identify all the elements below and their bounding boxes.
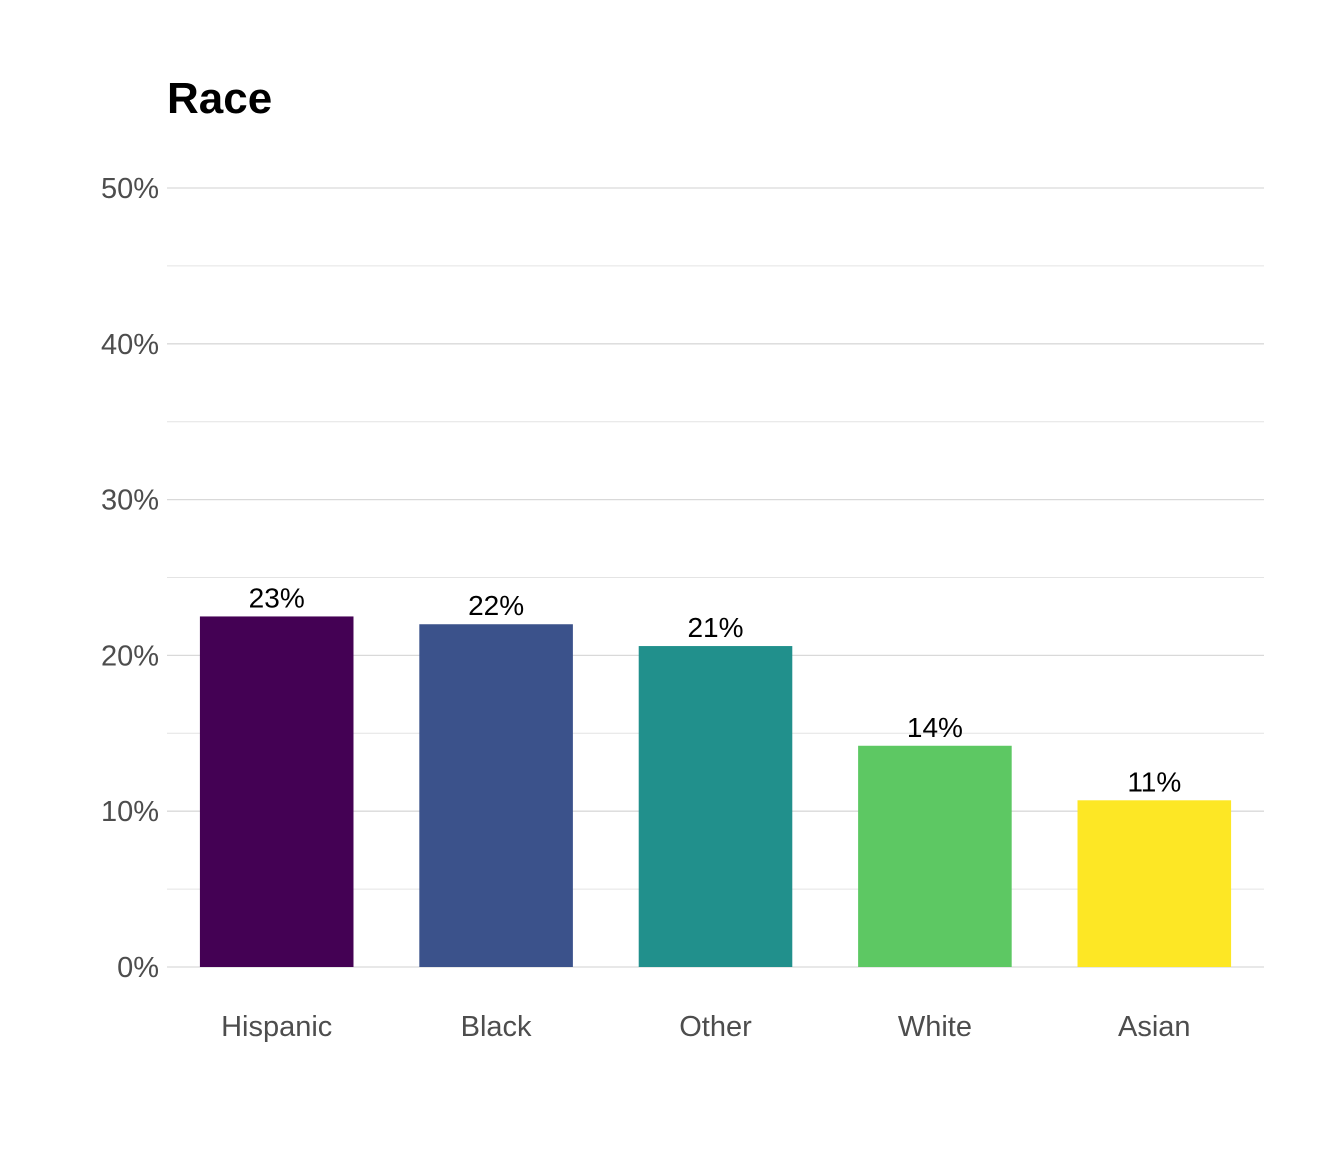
x-tick-label: Asian — [1118, 1011, 1191, 1043]
data-label: 22% — [468, 590, 524, 621]
x-tick-label: Other — [679, 1011, 752, 1043]
x-tick-label: Hispanic — [221, 1011, 332, 1043]
bar-asian — [1077, 800, 1232, 967]
y-tick-label: 30% — [101, 485, 159, 517]
bars — [199, 616, 1232, 967]
x-tick-label: White — [898, 1011, 972, 1043]
bar-hispanic — [199, 616, 354, 967]
data-label: 14% — [907, 712, 963, 743]
chart-title: Race — [167, 74, 272, 123]
y-axis-ticks: 0% 10% 20% 30% 40% 50% — [101, 173, 159, 984]
data-label: 11% — [1127, 766, 1181, 797]
data-label: 21% — [687, 612, 743, 643]
bar-white — [858, 745, 1012, 967]
data-labels: 23% 22% 21% 14% 11% — [249, 582, 1182, 797]
bar-other — [638, 646, 793, 967]
x-axis-ticks: Hispanic Black Other White Asian — [221, 1011, 1190, 1043]
y-tick-label: 0% — [117, 952, 159, 984]
y-tick-label: 50% — [101, 173, 159, 205]
bar-black — [419, 624, 573, 967]
y-tick-label: 10% — [101, 796, 159, 828]
y-tick-label: 40% — [101, 329, 159, 361]
data-label: 23% — [249, 582, 305, 613]
x-tick-label: Black — [461, 1011, 532, 1043]
y-tick-label: 20% — [101, 640, 159, 672]
